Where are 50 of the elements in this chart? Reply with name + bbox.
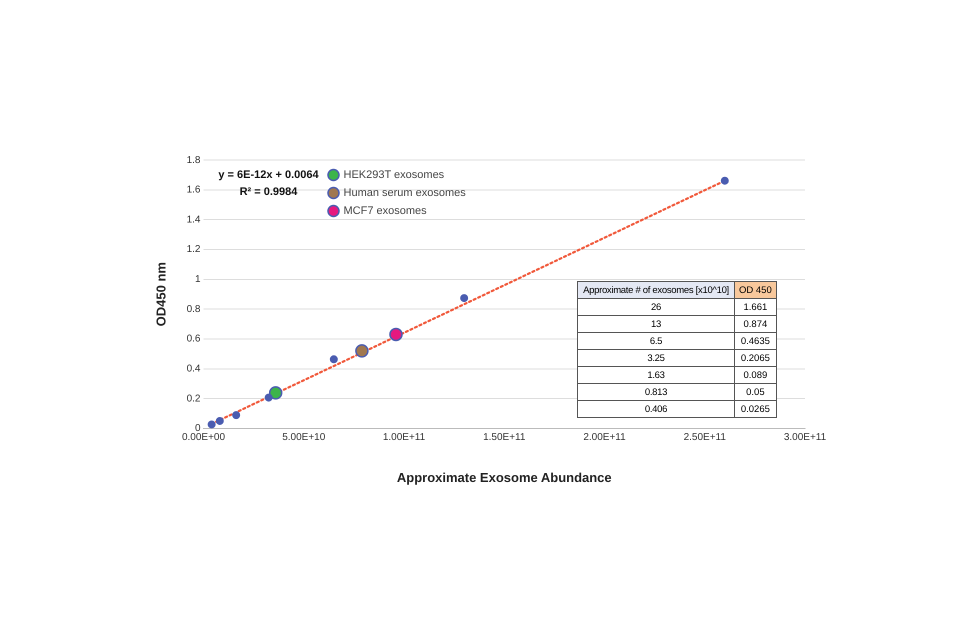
annotation: 0.813 bbox=[578, 384, 734, 400]
annotation: 6.5 bbox=[578, 332, 734, 350]
point bbox=[216, 416, 224, 425]
annotation: OD 450 bbox=[734, 282, 776, 298]
y-tick-label: 1.6 bbox=[186, 184, 201, 196]
y-tick-label: 0.2 bbox=[186, 393, 201, 404]
annotation: 0.0265 bbox=[734, 400, 776, 418]
point bbox=[330, 355, 338, 364]
point bbox=[389, 328, 403, 342]
annotation: 0.2065 bbox=[734, 350, 776, 366]
point bbox=[264, 394, 273, 402]
annotation: 0.05 bbox=[734, 384, 776, 400]
x-tick-label: 2.50E+11 bbox=[684, 432, 726, 444]
legend-label: MCF7 exosomes bbox=[344, 205, 428, 218]
y-tick-label: 1 bbox=[194, 274, 201, 286]
y-tick-label: 0.8 bbox=[186, 304, 201, 315]
annotation: 1.63 bbox=[578, 366, 734, 384]
point bbox=[720, 176, 729, 185]
y-axis-title: OD450 nm bbox=[153, 262, 168, 326]
annotation: 0.874 bbox=[734, 316, 776, 332]
x-axis-title: Approximate Exosome Abundance bbox=[396, 470, 612, 485]
annotation: 1.661 bbox=[734, 298, 776, 316]
annotation: 26 bbox=[578, 298, 734, 316]
annotation: 0.4635 bbox=[734, 332, 776, 350]
x-tick-label: 3.00E+11 bbox=[784, 432, 827, 444]
y-tick-label: 0.6 bbox=[186, 334, 201, 345]
x-tick-label: 1.00E+11 bbox=[382, 432, 426, 444]
annotation: 3.25 bbox=[578, 350, 734, 366]
x-tick-label: 5.00E+10 bbox=[282, 432, 326, 444]
x-tick-label: 0.00E+00 bbox=[182, 432, 226, 444]
point bbox=[232, 411, 240, 420]
annotation: Approximate # of exosomes [x10^10] bbox=[578, 282, 734, 298]
point bbox=[268, 386, 282, 400]
annotation: 0.089 bbox=[734, 366, 776, 384]
point bbox=[355, 344, 369, 358]
point bbox=[208, 420, 216, 428]
x-tick-label: 1.50E+11 bbox=[483, 432, 526, 444]
annotation: 13 bbox=[578, 316, 734, 332]
legend-label: HEK293T exosomes bbox=[344, 169, 445, 182]
y-tick-label: 1.8 bbox=[186, 154, 201, 166]
point bbox=[460, 294, 468, 302]
y-tick-label: 1.4 bbox=[186, 214, 201, 226]
annotation: R² = 0.9984 bbox=[240, 186, 298, 198]
annotation: y = 6E-12x + 0.0064 bbox=[218, 169, 320, 181]
y-tick-label: 0.4 bbox=[186, 364, 201, 375]
y-tick-label: 0 bbox=[194, 423, 201, 434]
y-tick-label: 1.2 bbox=[186, 244, 201, 256]
annotation: 0.406 bbox=[578, 400, 734, 418]
x-tick-label: 2.00E+11 bbox=[583, 432, 626, 444]
legend-label: Human serum exosomes bbox=[344, 187, 466, 200]
